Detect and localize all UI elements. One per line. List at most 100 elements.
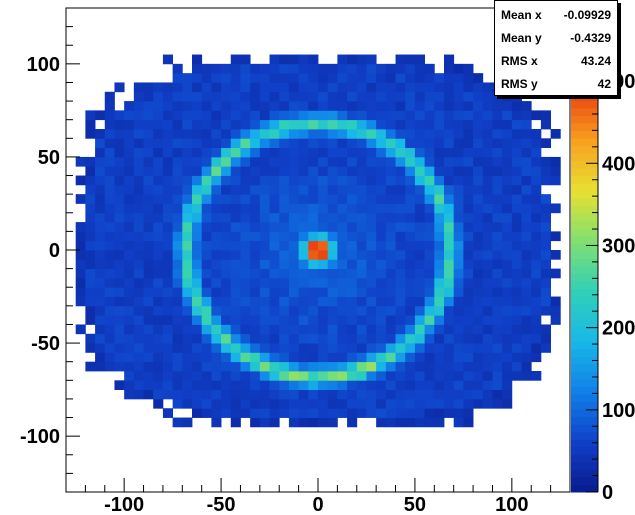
heatmap-cell <box>453 371 464 381</box>
heatmap-cell <box>531 305 542 316</box>
heatmap-cell <box>434 212 445 223</box>
heatmap-cell <box>511 91 522 102</box>
heatmap-cell <box>95 277 106 288</box>
heatmap-cell <box>414 305 426 316</box>
heatmap-cell <box>104 138 115 149</box>
heatmap-cell <box>414 54 426 65</box>
heatmap-cell <box>414 212 426 223</box>
heatmap-cell <box>230 380 241 391</box>
colorbar-segment <box>571 341 598 350</box>
heatmap-cell <box>221 231 232 242</box>
heatmap-cell <box>182 296 193 307</box>
heatmap-cell <box>250 380 261 391</box>
heatmap-cell <box>250 222 261 232</box>
heatmap-cell <box>211 156 222 167</box>
heatmap-cell <box>221 240 232 251</box>
heatmap-cell <box>288 408 300 418</box>
heatmap-cell <box>250 296 261 307</box>
heatmap-cell <box>162 380 174 391</box>
heatmap-cell <box>405 138 416 149</box>
heatmap-cell <box>240 259 251 270</box>
colorbar-segment <box>571 371 598 380</box>
heatmap-cell <box>269 259 280 270</box>
heatmap-cell <box>279 324 290 335</box>
heatmap-cell <box>395 54 406 65</box>
heatmap-cell <box>182 91 193 102</box>
heatmap-cell <box>511 277 522 288</box>
heatmap-cell <box>453 63 464 74</box>
heatmap-cell <box>434 333 445 344</box>
heatmap-cell <box>172 287 183 297</box>
heatmap-cell <box>153 110 164 121</box>
heatmap-cell <box>201 175 212 186</box>
heatmap-cell <box>405 380 416 391</box>
heatmap-cell <box>95 315 106 325</box>
heatmap-cell <box>540 110 552 121</box>
heatmap-cell <box>318 138 329 149</box>
heatmap-cell <box>192 184 203 195</box>
heatmap-cell <box>288 324 300 335</box>
heatmap-cell <box>114 110 125 121</box>
heatmap-cell <box>162 361 174 372</box>
heatmap-cell <box>308 343 319 353</box>
heatmap-cell <box>201 222 212 232</box>
heatmap-cell <box>240 240 251 251</box>
heatmap-cell <box>259 277 270 288</box>
heatmap-cell <box>182 380 193 391</box>
heatmap-cell <box>230 361 241 372</box>
heatmap-cell <box>308 101 319 111</box>
heatmap-cell <box>211 408 222 418</box>
heatmap-cell <box>240 54 251 65</box>
heatmap-cell <box>327 138 338 149</box>
heatmap-cell <box>405 129 416 139</box>
heatmap-cell <box>153 352 164 363</box>
heatmap-cell <box>356 203 367 214</box>
heatmap-cell <box>434 110 445 121</box>
heatmap-cell <box>482 343 493 353</box>
heatmap-cell <box>201 212 212 223</box>
heatmap-cell <box>521 156 532 167</box>
heatmap-cell <box>95 231 106 242</box>
heatmap-cell <box>434 73 445 83</box>
heatmap-cell <box>424 119 435 130</box>
heatmap-cell <box>376 175 387 186</box>
heatmap-cell <box>269 231 280 242</box>
heatmap-cell <box>95 296 106 307</box>
heatmap-cell <box>104 287 115 297</box>
heatmap-cell <box>327 82 338 93</box>
heatmap-cell <box>211 333 222 344</box>
heatmap-cell <box>482 175 493 186</box>
heatmap-cell <box>240 343 251 353</box>
heatmap-cell <box>250 231 261 242</box>
heatmap-cell <box>75 231 86 242</box>
heatmap-cell <box>172 398 183 409</box>
heatmap-cell <box>192 203 203 214</box>
heatmap-cell <box>318 231 329 242</box>
heatmap-cell <box>192 101 203 111</box>
heatmap-cell <box>385 389 396 400</box>
heatmap-cell <box>230 63 241 74</box>
heatmap-cell <box>502 129 513 139</box>
colorbar-segment <box>571 243 598 252</box>
heatmap-cell <box>337 296 348 307</box>
heatmap-cell <box>143 240 154 251</box>
heatmap-cell <box>308 147 319 158</box>
heatmap-cell <box>124 333 135 344</box>
heatmap-cell <box>279 277 290 288</box>
heatmap-cell <box>279 352 290 363</box>
heatmap-cell <box>473 268 484 279</box>
heatmap-cell <box>318 119 329 130</box>
heatmap-cell <box>444 250 455 260</box>
heatmap-cell <box>95 110 106 121</box>
heatmap-cell <box>347 129 358 139</box>
heatmap-cell <box>279 156 290 167</box>
heatmap-cell <box>453 287 464 297</box>
heatmap-cell <box>376 101 387 111</box>
heatmap-cell <box>531 315 542 325</box>
heatmap-cell <box>211 389 222 400</box>
heatmap-cell <box>124 184 135 195</box>
heatmap-cell <box>279 73 290 83</box>
heatmap-cell <box>376 82 387 93</box>
heatmap-cell <box>230 156 241 167</box>
heatmap-cell <box>492 91 503 102</box>
